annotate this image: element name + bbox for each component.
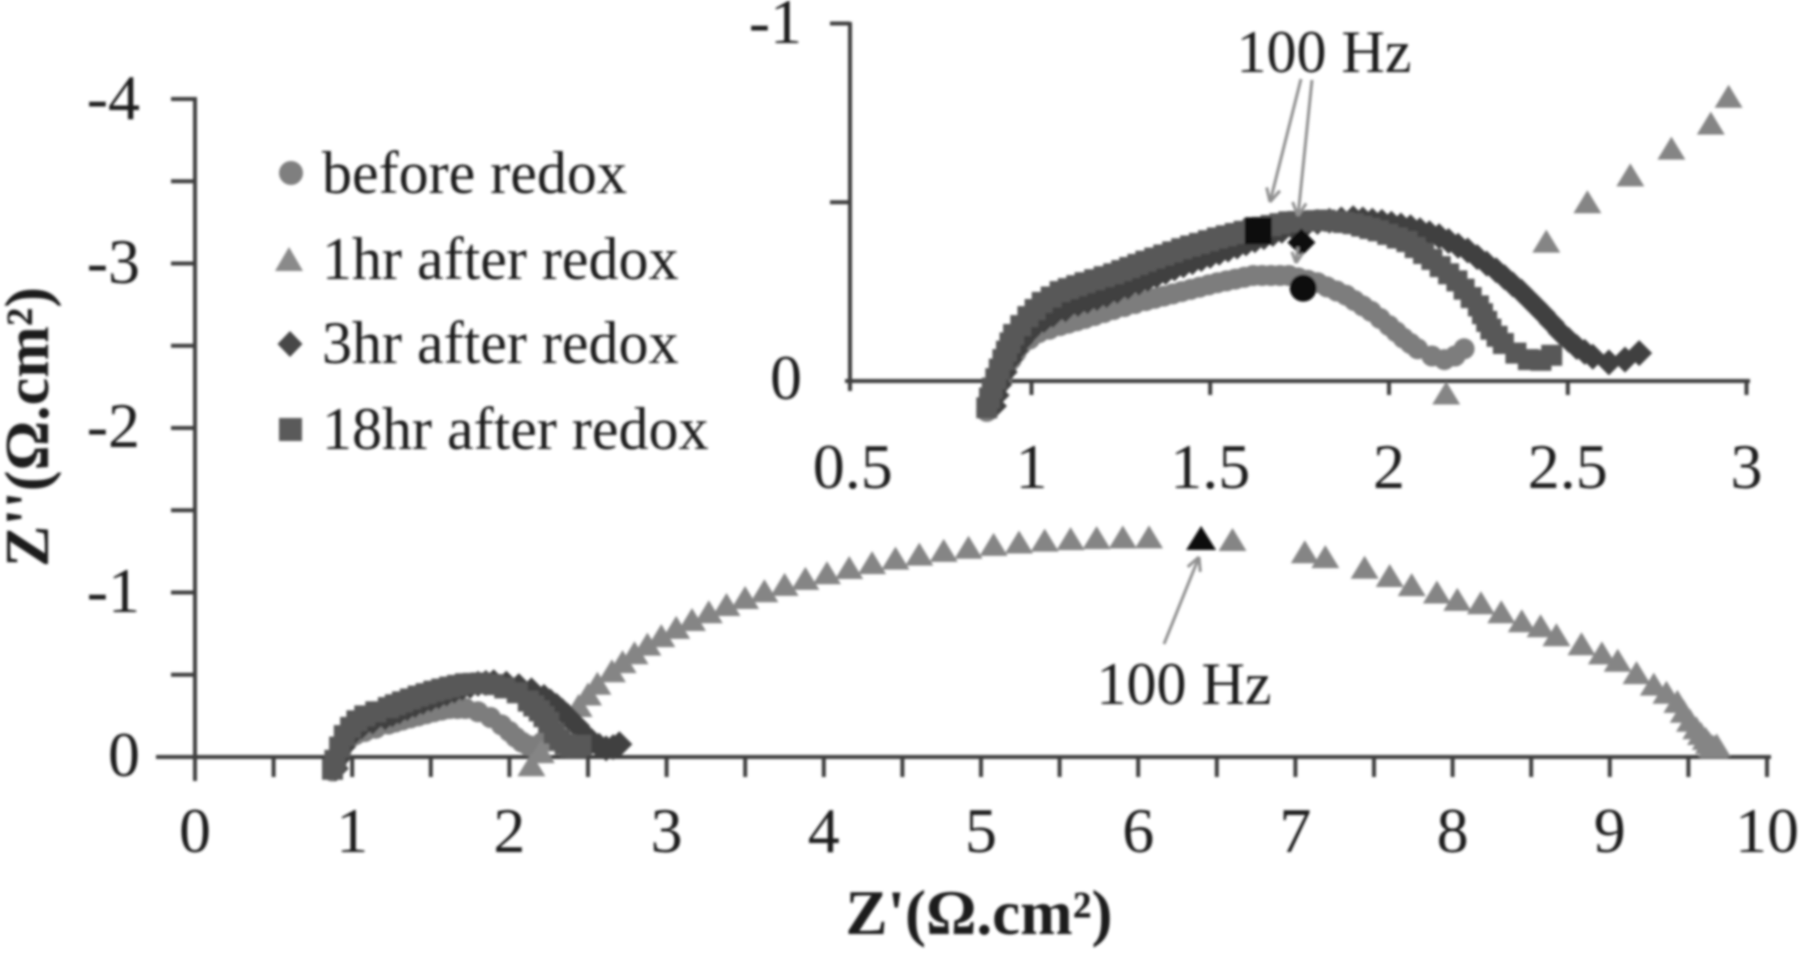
svg-text:3hr after redox: 3hr after redox [322, 310, 678, 376]
svg-text:2: 2 [493, 795, 525, 866]
svg-text:0: 0 [179, 795, 211, 866]
svg-text:5: 5 [965, 795, 997, 866]
svg-text:100 Hz: 100 Hz [1237, 19, 1412, 85]
svg-text:100 Hz: 100 Hz [1097, 651, 1272, 717]
svg-text:3: 3 [1731, 431, 1763, 502]
svg-text:0: 0 [770, 342, 802, 413]
svg-text:-4: -4 [87, 62, 140, 133]
svg-text:-3: -3 [87, 226, 140, 297]
svg-text:2.5: 2.5 [1528, 431, 1608, 502]
svg-text:1: 1 [336, 795, 368, 866]
svg-text:10: 10 [1735, 795, 1799, 866]
svg-text:3: 3 [651, 795, 683, 866]
svg-text:8: 8 [1437, 795, 1469, 866]
svg-text:1.5: 1.5 [1170, 431, 1250, 502]
svg-text:2: 2 [1373, 431, 1405, 502]
svg-text:9: 9 [1594, 795, 1626, 866]
svg-text:-1: -1 [749, 0, 802, 57]
svg-text:18hr after redox: 18hr after redox [322, 396, 708, 462]
svg-text:6: 6 [1122, 795, 1154, 866]
svg-text:4: 4 [808, 795, 840, 866]
svg-text:0: 0 [108, 719, 140, 790]
svg-text:Z'(Ω.cm²): Z'(Ω.cm²) [845, 878, 1112, 948]
svg-text:-1: -1 [87, 555, 140, 626]
svg-text:0.5: 0.5 [813, 431, 893, 502]
svg-text:before redox: before redox [322, 140, 627, 206]
svg-text:Z''(Ω.cm²): Z''(Ω.cm²) [0, 287, 62, 567]
svg-text:1hr after redox: 1hr after redox [322, 226, 678, 292]
svg-text:1: 1 [1016, 431, 1048, 502]
svg-text:7: 7 [1279, 795, 1311, 866]
svg-text:-2: -2 [87, 390, 140, 461]
